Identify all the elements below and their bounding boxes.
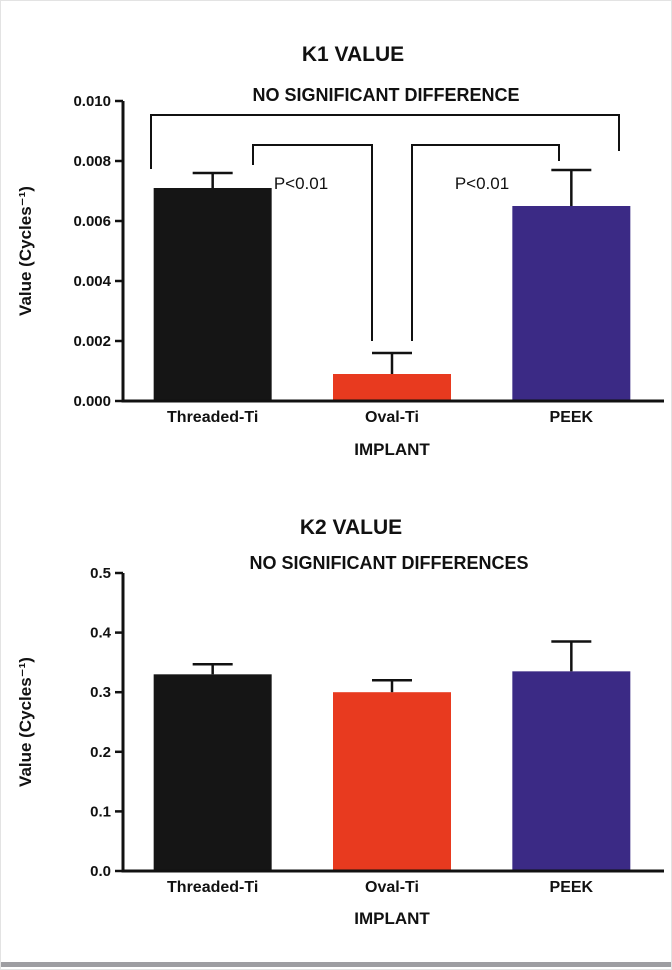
bar-peek	[512, 671, 631, 871]
y-axis-label: Value (Cycles⁻¹)	[16, 186, 35, 316]
y-tick-label: 0.1	[90, 803, 111, 820]
y-tick-label: 0.010	[73, 93, 111, 110]
significance-bracket	[411, 144, 560, 341]
significance-label: P<0.01	[455, 174, 509, 193]
x-tick-label-threaded-ti: Threaded-Ti	[167, 409, 258, 426]
image-bottom-border	[1, 962, 671, 967]
y-tick-label: 0.0	[90, 863, 111, 880]
y-axis-label: Value (Cycles⁻¹)	[16, 657, 35, 787]
significance-label: NO SIGNIFICANT DIFFERENCE	[252, 85, 519, 105]
bar-oval-ti	[333, 692, 451, 871]
y-tick-label: 0.006	[73, 213, 111, 230]
bar-peek	[512, 206, 631, 401]
x-axis-label: IMPLANT	[354, 440, 430, 459]
x-axis-label: IMPLANT	[354, 909, 430, 928]
y-tick-label: 0.000	[73, 393, 111, 410]
y-tick-label: 0.004	[73, 273, 111, 290]
bar-threaded-ti	[153, 188, 272, 401]
x-tick-label-threaded-ti: Threaded-Ti	[167, 879, 258, 896]
x-tick-label-oval-ti: Oval-Ti	[365, 879, 419, 896]
k1-title: K1 VALUE	[302, 43, 404, 66]
x-tick-label-oval-ti: Oval-Ti	[365, 409, 419, 426]
significance-bracket	[252, 144, 373, 341]
k2-value-chart: K2 VALUE NO SIGNIFICANT DIFFERENCES Thread…	[16, 516, 664, 928]
y-tick-label: 0.008	[73, 153, 111, 170]
significance-bracket	[150, 114, 620, 169]
y-tick-label: 0.2	[90, 744, 111, 761]
bar-threaded-ti	[153, 674, 272, 871]
x-tick-label-peek: PEEK	[550, 879, 594, 896]
k1-value-chart: K1 VALUE Threaded-Ti Oval-Ti PEEK 0.000 0.002…	[16, 43, 664, 459]
y-tick-label: 0.4	[90, 625, 112, 642]
k2-title: K2 VALUE	[300, 516, 402, 539]
y-tick-label: 0.002	[73, 333, 111, 350]
k2-subtitle: NO SIGNIFICANT DIFFERENCES	[249, 553, 528, 573]
bar-oval-ti	[333, 374, 451, 401]
significance-label: P<0.01	[274, 174, 328, 193]
y-tick-label: 0.3	[90, 684, 111, 701]
y-tick-label: 0.5	[90, 565, 111, 582]
x-tick-label-peek: PEEK	[550, 409, 594, 426]
